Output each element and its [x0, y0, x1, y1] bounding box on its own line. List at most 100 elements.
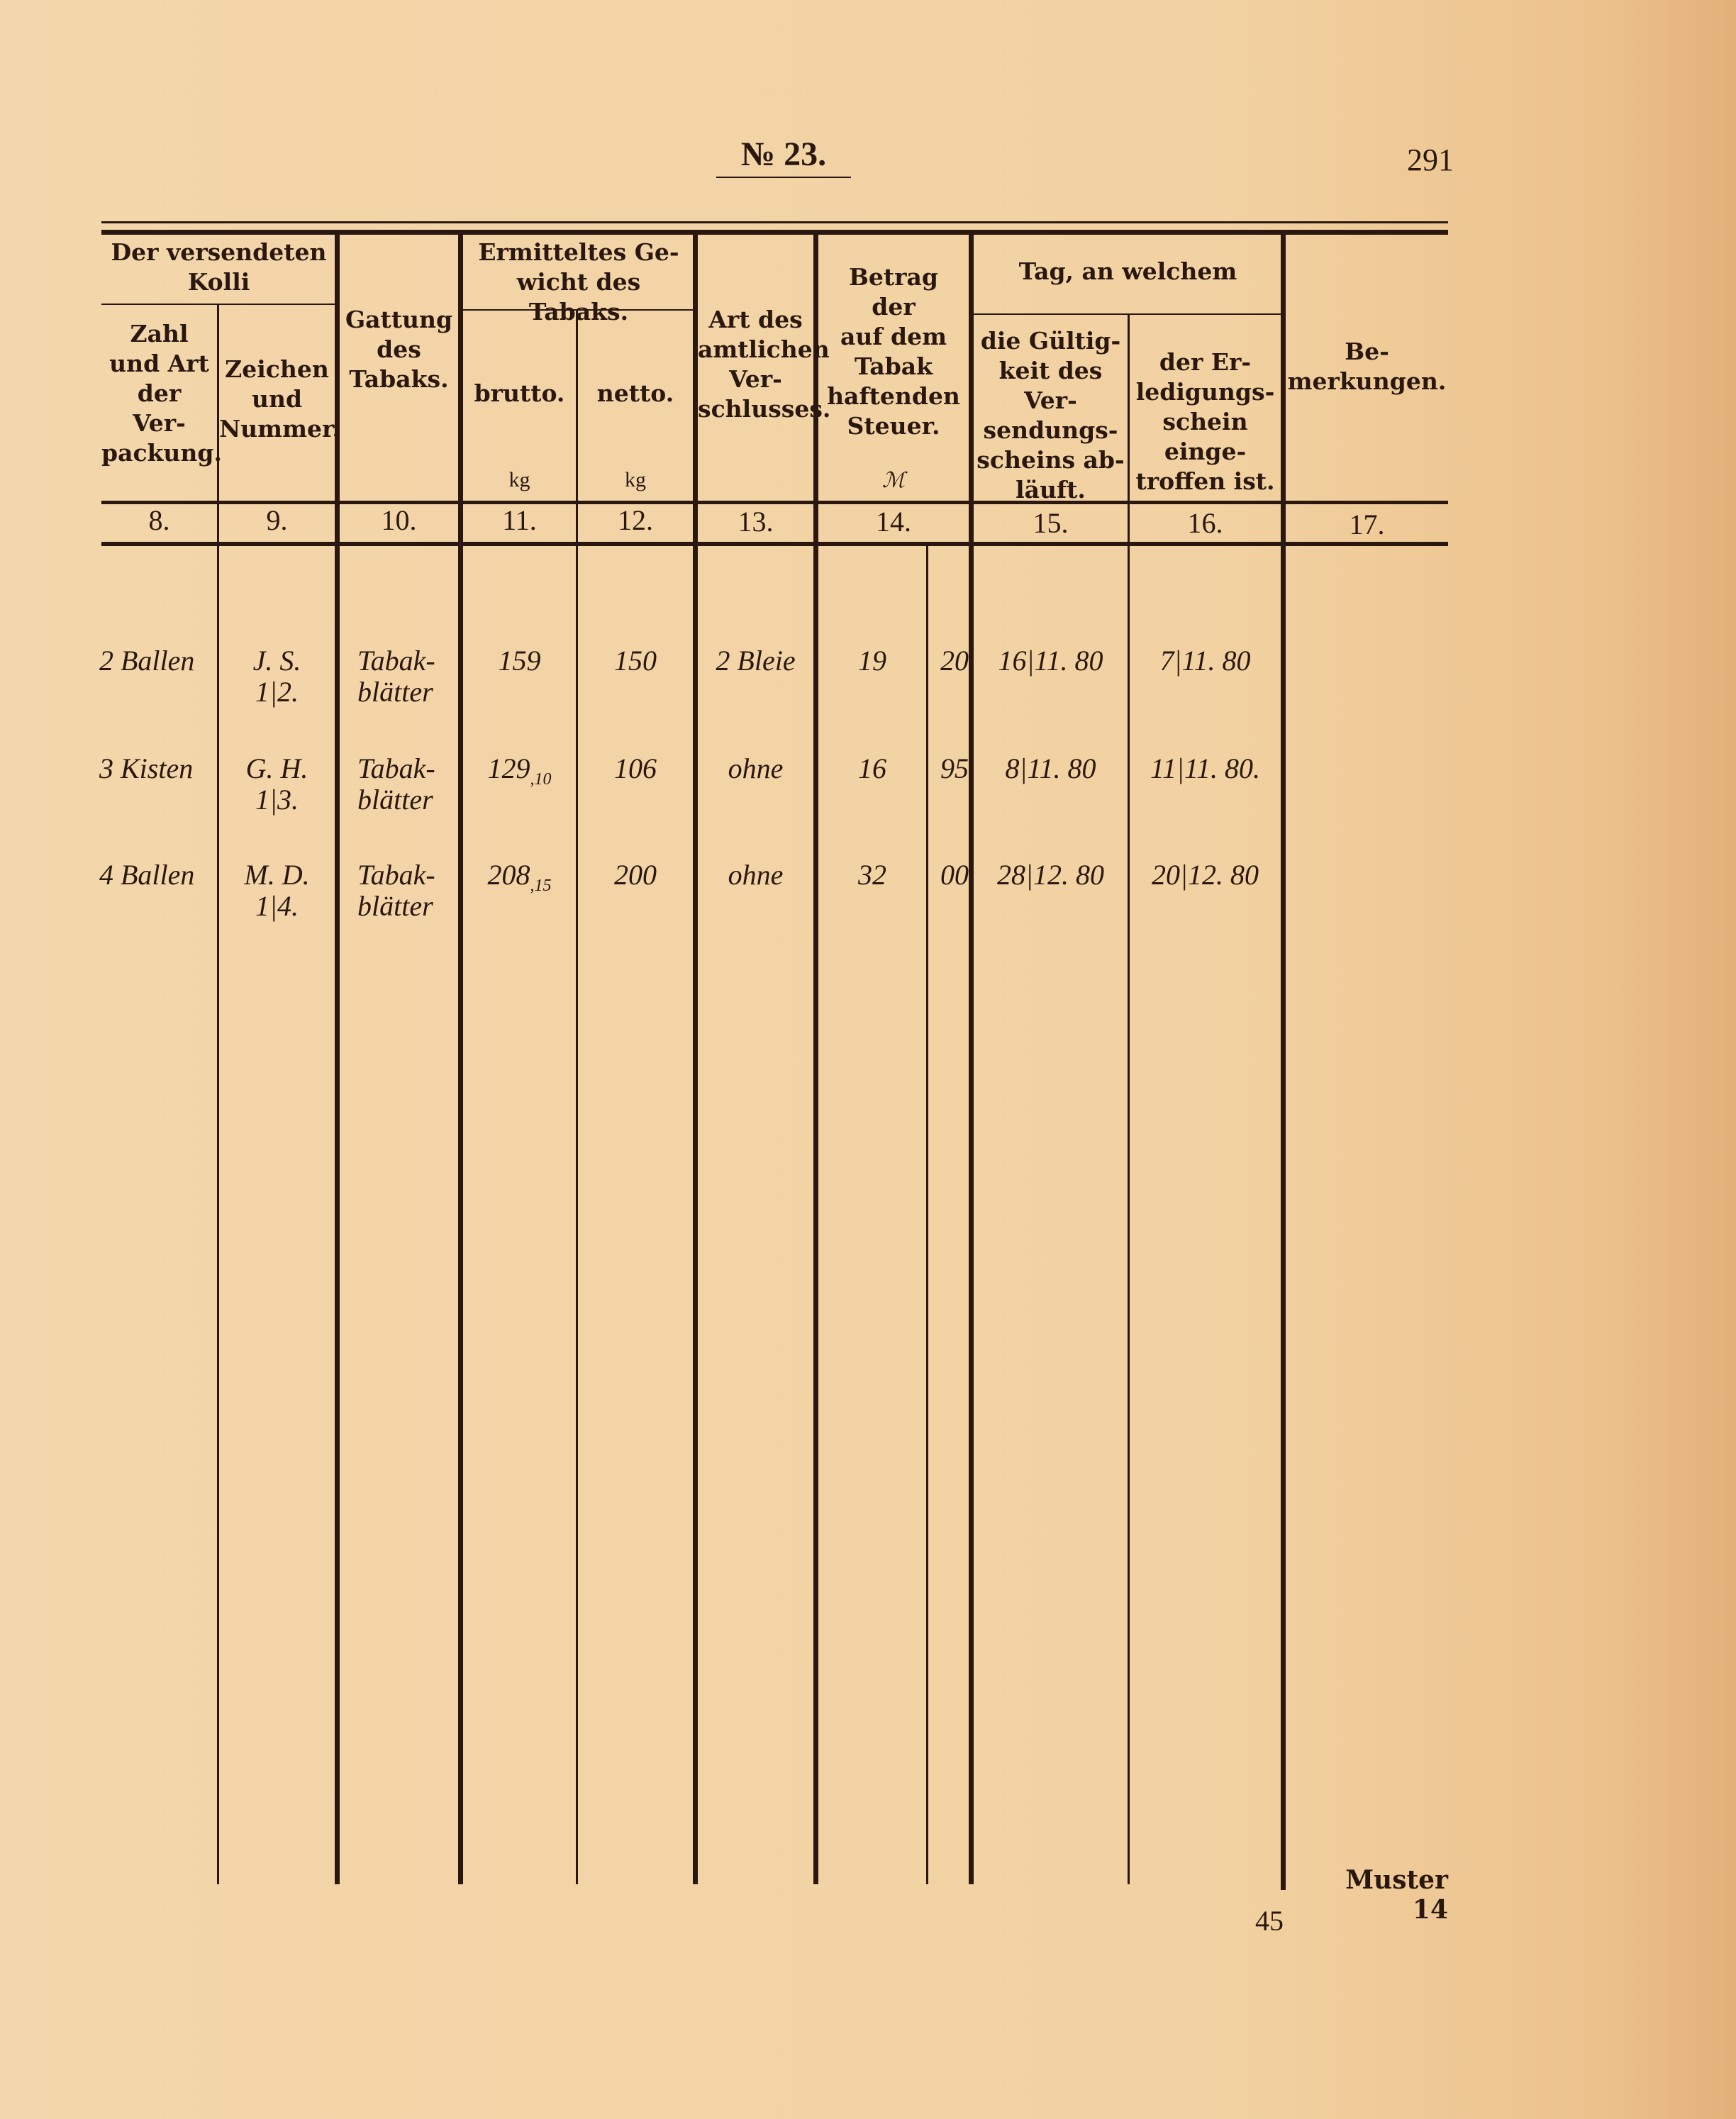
cell-brutto: 129,10: [463, 753, 576, 795]
col-header-13: Art des amtlichen Ver- schlusses.: [698, 306, 831, 423]
cell-gueltig: 28|12. 80: [974, 860, 1128, 891]
unit-brutto: kg: [508, 468, 530, 491]
cell-text: 00: [940, 859, 969, 891]
col-divider: [217, 305, 219, 1884]
cell-erledigt: 20|12. 80: [1130, 860, 1281, 891]
col-number-14: 14.: [876, 506, 911, 538]
cell-text: Tabak- blätter: [357, 645, 435, 708]
group-header-kolli: Der versendeten Kolli: [111, 238, 327, 296]
col-header-16: der Er- ledigungs- schein einge- troffen…: [1135, 348, 1275, 495]
cell-packung: 2 Ballen: [99, 645, 218, 677]
cell-netto: 200: [578, 860, 693, 891]
cell-steuer-mark: 19: [818, 645, 926, 677]
brutto-fraction: ,15: [530, 877, 552, 895]
cell-text: 8|11. 80: [1005, 752, 1096, 784]
cell-text: 129: [487, 752, 530, 784]
cell-text: 200: [614, 859, 657, 891]
cell-brutto: 159: [463, 645, 576, 687]
col-header-11: brutto.: [474, 379, 565, 407]
cell-netto: 106: [578, 753, 693, 784]
col-header-14: Betrag der auf dem Tabak haftenden Steue…: [827, 263, 960, 440]
col-divider: [1281, 234, 1286, 1890]
cell-text: 4 Ballen: [99, 859, 195, 891]
cell-steuer-mark: 32: [818, 860, 926, 891]
cell-steuer-pf: 00: [928, 860, 969, 891]
cell-verschluss: 2 Bleie: [698, 645, 813, 677]
cell-text: 32: [858, 859, 886, 891]
cell-packung: 4 Ballen: [99, 860, 218, 891]
cell-netto: 150: [578, 645, 693, 677]
cell-steuer-pf: 20: [928, 645, 969, 677]
col-number-9: 9.: [266, 504, 288, 536]
cell-text: G. H. 1|3.: [245, 752, 308, 816]
cell-zeichen: G. H. 1|3.: [219, 753, 335, 816]
cell-text: 19: [858, 645, 886, 677]
cell-text: 106: [614, 752, 657, 784]
cell-text: 20: [940, 645, 969, 677]
col-header-8: Zahl und Art der Ver- packung.: [101, 320, 222, 467]
col-divider: [1128, 315, 1130, 1884]
col-number-16: 16.: [1187, 507, 1223, 539]
cell-packung: 3 Kisten: [99, 753, 218, 784]
cell-text: 11|11. 80.: [1150, 752, 1261, 784]
cell-gueltig: 8|11. 80: [974, 753, 1128, 784]
cell-text: 208: [487, 859, 530, 891]
col-header-12: netto.: [596, 379, 674, 407]
cell-text: 150: [614, 645, 657, 677]
cell-text: 16: [858, 752, 886, 784]
col-number-10: 10.: [381, 504, 417, 536]
footer-sheet-number: 45: [1255, 1905, 1284, 1937]
cell-verschluss: ohne: [698, 753, 813, 784]
cell-text: ohne: [728, 859, 784, 891]
cell-erledigt: 7|11. 80: [1130, 645, 1281, 677]
col-divider: [926, 546, 928, 1884]
number-row-top-rule: [101, 501, 1448, 504]
page-number: 291: [1407, 143, 1454, 177]
cell-text: 20|12. 80: [1152, 859, 1259, 891]
group-rule-kolli: [101, 304, 336, 305]
col-divider: [576, 311, 578, 1884]
col-divider: [693, 234, 698, 1884]
col-divider: [335, 234, 340, 1884]
cell-steuer-pf: 95: [928, 753, 969, 784]
cell-brutto: 208,15: [463, 860, 576, 901]
col-divider: [458, 234, 463, 1884]
cell-text: 159: [498, 645, 541, 677]
cell-text: 2 Ballen: [99, 645, 195, 677]
col-number-17: 17.: [1349, 508, 1385, 540]
cell-text: 95: [940, 752, 969, 784]
cell-gueltig: 16|11. 80: [974, 645, 1128, 677]
number-row-bottom-rule: [101, 542, 1448, 546]
top-rule-thick: [101, 230, 1448, 235]
cell-text: 16|11. 80: [998, 645, 1103, 677]
cell-zeichen: M. D. 1|4.: [219, 860, 335, 922]
group-header-tag: Tag, an welchem: [1018, 257, 1237, 285]
col-number-12: 12.: [618, 504, 653, 536]
col-divider: [813, 234, 818, 1884]
cell-text: M. D. 1|4.: [244, 859, 310, 922]
col-header-15: die Gültig- keit des Ver- sendungs- sche…: [976, 327, 1125, 504]
unit-netto: kg: [625, 468, 646, 491]
footer-form-label: Muster 14: [1345, 1865, 1448, 1925]
cell-gattung: Tabak- blätter: [343, 860, 472, 922]
col-number-15: 15.: [1033, 507, 1069, 539]
cell-gattung: Tabak- blätter: [343, 645, 472, 708]
cell-erledigt: 11|11. 80.: [1130, 753, 1281, 784]
brutto-fraction: ,10: [530, 770, 552, 789]
cell-steuer-mark: 16: [818, 753, 926, 784]
col-number-13: 13.: [738, 506, 774, 538]
cell-text: J. S. 1|2.: [252, 645, 301, 708]
col-header-9: Zeichen und Nummer.: [219, 355, 340, 443]
cell-text: ohne: [728, 752, 784, 784]
group-rule-tag: [970, 313, 1282, 315]
unit-steuer: ℳ: [881, 469, 906, 492]
cell-text: 28|12. 80: [997, 859, 1104, 891]
col-number-8: 8.: [148, 504, 170, 536]
col-header-10: Gattung des Tabaks.: [345, 306, 453, 393]
top-rule: [101, 221, 1448, 223]
cell-text: Tabak- blätter: [357, 859, 435, 922]
col-divider: [969, 234, 974, 1884]
cell-gattung: Tabak- blätter: [343, 753, 472, 816]
cell-verschluss: ohne: [698, 860, 813, 891]
cell-zeichen: J. S. 1|2.: [219, 645, 335, 708]
